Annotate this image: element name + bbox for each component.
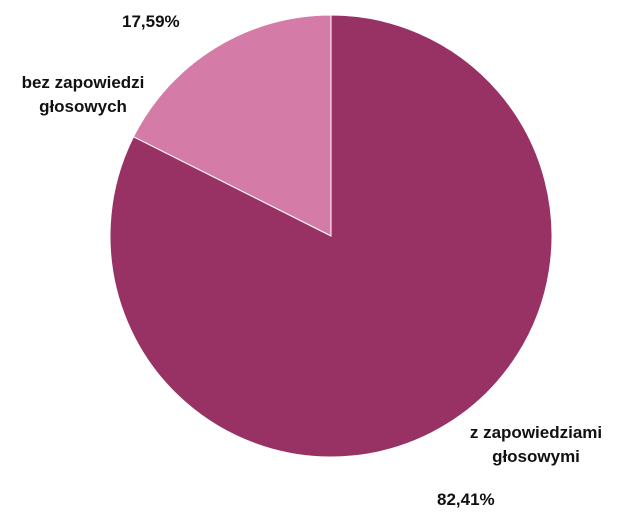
slice-category-label-z-zapowiedziami: z zapowiedziami głosowymi [466,421,606,469]
slice-category-label-line: głosowych [39,97,127,116]
slice-category-label-line: głosowymi [492,447,580,466]
slice-value-label-bez-zapowiedzi: 17,59% [122,12,180,31]
slice-category-label-bez-zapowiedzi: bez zapowiedzi głosowych [10,71,156,119]
pie-slice-bez-zapowiedzi [132,14,332,237]
slice-value-label-z-zapowiedziami: 82,41% [437,490,495,509]
pie-slice-z-zapowiedziami [109,14,553,458]
pie-slices [109,14,553,458]
slice-category-label-line: z zapowiedziami [469,423,603,442]
slice-category-label-line: bez zapowiedzi [21,73,145,92]
